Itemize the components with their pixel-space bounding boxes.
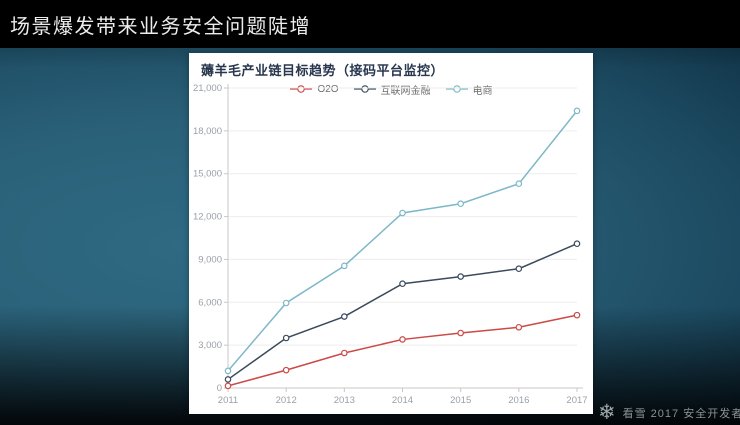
series-line-互联网金融 <box>227 243 578 381</box>
legend-label: O2O <box>317 83 339 95</box>
legend-marker-icon <box>290 85 313 93</box>
legend-item: 互联网金融 <box>353 82 431 97</box>
data-point <box>341 262 348 270</box>
y-tick-label: 21,000 <box>193 83 222 94</box>
data-point <box>573 107 581 115</box>
line-chart: 0 3,000 6,000 9,000 12,000 15,000 18,000 21,000… <box>193 83 588 406</box>
slide-title: 场景爆发带来业务安全问题陡增 <box>10 15 311 38</box>
y-tick-label: 9,000 <box>198 254 222 265</box>
legend-marker-icon <box>445 85 468 93</box>
data-point <box>573 311 581 319</box>
legend-label: 互联网金融 <box>380 85 431 97</box>
x-tick-label: 2017 <box>566 395 587 406</box>
y-tick-label: 3,000 <box>198 340 222 351</box>
footer-brand-text: 看雪 2017 安全开发者 <box>622 407 740 420</box>
data-point <box>515 265 523 273</box>
x-tick-label: 2013 <box>334 395 355 406</box>
x-tick-label: 2012 <box>276 395 297 406</box>
data-point <box>399 280 406 288</box>
series-line-O2O <box>227 314 578 387</box>
y-tick-label: 15,000 <box>193 169 222 180</box>
data-point <box>282 299 290 307</box>
data-point <box>224 376 232 383</box>
legend-item: O2O <box>289 83 339 95</box>
data-point <box>282 334 290 342</box>
data-point <box>573 240 581 248</box>
data-point <box>515 180 523 188</box>
chart-card: 薅羊毛产业链目标趋势（接码平台监控） O2O 互联网金融 电商 0 3,000 6,00… <box>189 53 593 414</box>
data-point <box>341 349 348 357</box>
legend-label: 电商 <box>472 85 493 97</box>
data-point <box>457 329 464 337</box>
y-tick-label: 6,000 <box>198 297 222 308</box>
x-tick-label: 2014 <box>392 395 413 406</box>
chart-legend: O2O 互联网金融 电商 <box>189 81 593 97</box>
data-point <box>282 366 290 374</box>
data-point <box>341 313 348 320</box>
x-tick-label: 2016 <box>508 395 529 406</box>
legend-marker-icon <box>353 85 376 93</box>
y-tick-label: 12,000 <box>193 212 222 223</box>
footer-brand: ❄ 看雪 2017 安全开发者 <box>598 402 740 423</box>
x-tick-label: 2015 <box>450 395 471 406</box>
x-tick-label: 2011 <box>218 395 238 406</box>
y-tick-label: 0 <box>217 383 222 394</box>
plot-area: 0 3,000 6,000 9,000 12,000 15,000 18,000 21,000… <box>189 81 593 419</box>
data-point <box>457 200 464 208</box>
data-point <box>399 336 406 343</box>
slide-title-band: 场景爆发带来业务安全问题陡增 <box>0 0 740 48</box>
data-point <box>515 323 523 331</box>
chart-title: 薅羊毛产业链目标趋势（接码平台监控） <box>201 63 445 78</box>
y-tick-label: 18,000 <box>193 126 222 137</box>
data-point <box>457 273 464 280</box>
snowflake-icon: ❄ <box>598 401 616 424</box>
series-line-电商 <box>227 110 578 372</box>
legend-item: 电商 <box>445 82 493 97</box>
data-point <box>224 367 232 375</box>
data-point <box>224 382 232 390</box>
data-point <box>399 209 406 217</box>
